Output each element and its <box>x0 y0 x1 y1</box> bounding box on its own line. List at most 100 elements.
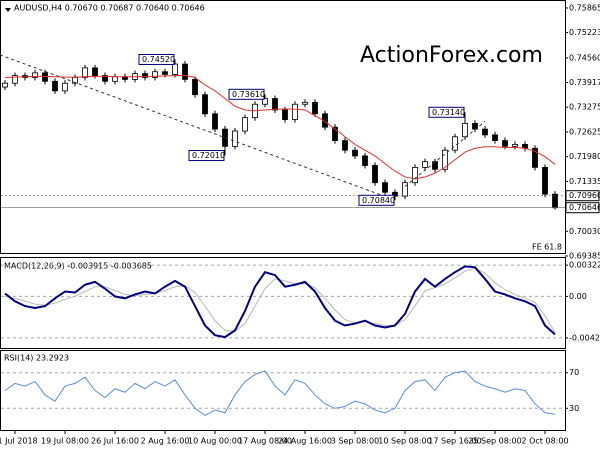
candle-body <box>152 71 158 78</box>
candle-body <box>372 165 378 184</box>
price-panel <box>0 0 566 254</box>
candle-body <box>92 67 98 76</box>
candle-body <box>12 75 18 84</box>
candle-body <box>382 182 388 193</box>
candle-body <box>332 126 338 142</box>
candle-body <box>312 101 318 115</box>
x-tick-label: 17 Aug 08:00 <box>238 437 292 446</box>
trendline <box>0 54 384 197</box>
annotation-box <box>188 150 225 162</box>
candle-body <box>492 134 498 142</box>
candle-body <box>552 193 558 209</box>
candle-body <box>452 136 458 151</box>
y-tick-label: 0.69385 <box>569 251 600 260</box>
annotation-label: 0.73610 <box>232 90 265 99</box>
candle-body <box>352 149 358 157</box>
annotation-box <box>428 106 465 118</box>
candle-body <box>242 117 248 132</box>
candle-body <box>2 82 8 88</box>
x-tick-label: 10 Sep 08:00 <box>378 437 431 446</box>
y-tick-label: 0.72625 <box>569 127 600 136</box>
y-tick-label: 0.75223 <box>569 28 600 37</box>
annotation-box <box>228 88 265 100</box>
macd-line <box>4 267 556 333</box>
watermark: ActionForex.com <box>360 43 543 68</box>
y-tick-label: 30 <box>569 404 579 413</box>
candle-body <box>432 161 438 170</box>
y-tick-label: 0.00 <box>569 292 587 301</box>
candle-body <box>532 147 538 168</box>
candle-body <box>462 122 468 138</box>
macd-panel <box>0 257 566 349</box>
candle-body <box>282 109 288 120</box>
candle-body <box>142 73 148 78</box>
x-tick-label: 17 Sep 16:00 <box>428 437 481 446</box>
candle-body <box>422 161 428 168</box>
macd-line <box>4 265 556 339</box>
price-tag-label: 0.70646 <box>569 203 600 212</box>
candle-body <box>212 113 218 130</box>
price-tag-label: 0.70960 <box>569 191 600 200</box>
candle-body <box>482 128 488 136</box>
y-tick-label: 0.73275 <box>569 103 600 112</box>
menu-arrow <box>5 8 11 12</box>
candle-body <box>222 128 228 147</box>
candle-body <box>192 78 198 96</box>
x-tick-label: 3 Sep 08:00 <box>331 437 379 446</box>
annotation-label: 0.72010 <box>192 151 225 160</box>
rsi-panel <box>0 350 566 431</box>
candle-body <box>102 75 108 82</box>
candle-body <box>442 149 448 170</box>
candle-body <box>512 144 518 147</box>
candle-body <box>502 140 508 147</box>
candle-body <box>172 63 178 75</box>
moving-average <box>4 75 556 180</box>
price-tag <box>565 190 600 202</box>
trendline <box>404 121 486 187</box>
y-tick-label: 0.71980 <box>569 152 600 161</box>
fe-label: FE 61.8 <box>532 243 562 252</box>
price-tag <box>565 202 600 214</box>
candle-body <box>42 72 48 82</box>
chart-title: AUDUSD,H4 0.70670 0.70687 0.70640 0.7064… <box>14 4 205 13</box>
candle-body <box>162 71 168 75</box>
candle-body <box>292 103 298 120</box>
candle-body <box>392 191 398 197</box>
annotation-label: 0.70840 <box>362 196 395 205</box>
y-tick-label: 0.70030 <box>569 227 600 236</box>
rsi-title: RSI(14) 23.2923 <box>4 354 69 363</box>
x-tick-label: 2 Aug 16:00 <box>141 437 190 446</box>
candle-body <box>362 155 368 166</box>
x-tick-label: 10 Aug 00:00 <box>188 437 242 446</box>
candle-body <box>272 98 278 111</box>
y-tick-label: 0.003227 <box>569 261 600 270</box>
candle-body <box>82 67 88 78</box>
candle-body <box>302 101 308 105</box>
candle-body <box>52 80 58 92</box>
x-tick-label: 25 Sep 08:00 <box>468 437 521 446</box>
y-tick-label: 0.75865 <box>569 4 600 13</box>
annotation-box <box>358 194 395 206</box>
candle-body <box>262 98 268 105</box>
annotation-box <box>138 53 175 65</box>
candle-body <box>112 76 118 82</box>
candle-body <box>402 182 408 197</box>
candle-body <box>542 166 548 195</box>
y-tick-label: -0.004279 <box>569 333 600 342</box>
candle-body <box>412 166 418 184</box>
x-tick-label: 2 Oct 08:00 <box>521 437 568 446</box>
y-tick-label: 0.74560 <box>569 53 600 62</box>
candle-body <box>232 130 238 147</box>
x-tick-label: 26 Jul 16:00 <box>91 437 139 446</box>
x-tick-label: 11 Jul 2018 <box>0 437 38 446</box>
annotation-label: 0.73140 <box>432 108 465 117</box>
x-tick-label: 19 Jul 08:00 <box>41 437 89 446</box>
candle-body <box>342 140 348 151</box>
rsi-line <box>4 370 556 416</box>
macd-title: MACD(12,26,9) -0.003915 -0.003685 <box>4 262 152 271</box>
candle-body <box>62 82 68 92</box>
y-tick-label: 70 <box>569 368 579 377</box>
candle-body <box>182 63 188 80</box>
